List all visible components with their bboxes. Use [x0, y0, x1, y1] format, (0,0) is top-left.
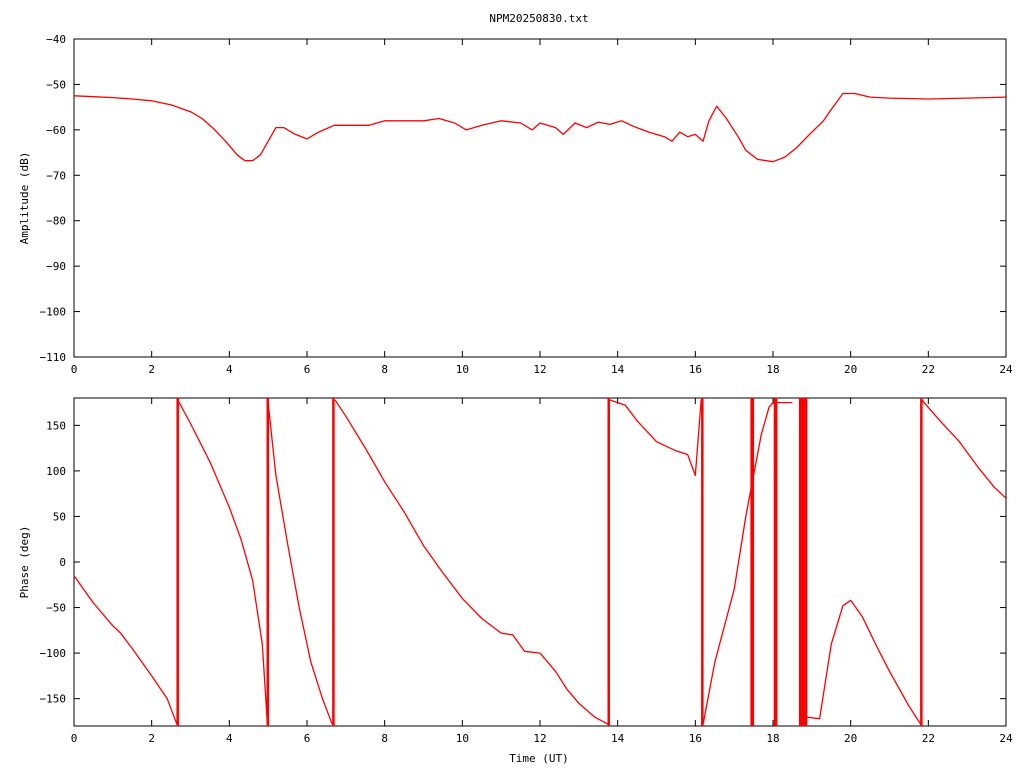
phase-x-tick-label: 12 [533, 732, 546, 745]
amplitude-y-tick-label: −50 [46, 78, 66, 91]
amplitude-x-tick-label: 0 [71, 363, 78, 376]
amplitude-panel: 0 2 4 6 8 10 12 14 16 18 20 22 24 −110−100−90−80−70−… [18, 33, 1013, 376]
phase-series-line [804, 599, 922, 725]
phase-series-line [267, 399, 333, 725]
phase-y-tick-label: 100 [46, 465, 66, 478]
chart-title: NPM20250830.txt [489, 12, 588, 25]
phase-series-line [334, 399, 609, 725]
amplitude-plot-frame [73, 38, 1007, 358]
amplitude-x-tick-label: 20 [844, 363, 857, 376]
phase-y-tick-label: −50 [46, 602, 66, 615]
phase-x-tick-label: 10 [456, 732, 469, 745]
amplitude-y-tick-label: −110 [40, 351, 67, 364]
amplitude-x-tick-label: 4 [226, 363, 233, 376]
phase-y-axis-title: Phase (deg) [18, 526, 31, 599]
amplitude-y-tick-label: −80 [46, 215, 66, 228]
phase-x-ticks: 0 2 4 6 8 10 12 14 16 18 20 22 24 [71, 398, 1013, 745]
amplitude-x-tick-label: 16 [689, 363, 702, 376]
amplitude-x-tick-label: 14 [611, 363, 625, 376]
phase-x-axis-title: Time (UT) [509, 752, 569, 765]
phase-x-tick-label: 20 [844, 732, 857, 745]
phase-y-tick-label: 50 [53, 510, 66, 523]
phase-series-line [702, 401, 793, 725]
phase-panel: 0 2 4 6 8 10 12 14 16 18 20 22 24 −150−100−500501001… [18, 397, 1013, 765]
amplitude-x-tick-label: 6 [304, 363, 311, 376]
phase-x-tick-label: 18 [766, 732, 779, 745]
phase-y-tick-label: −150 [40, 693, 67, 706]
phase-y-ticks: −150 −100 −50 0 50 100 150 [40, 419, 1006, 706]
amplitude-x-tick-label: 22 [922, 363, 935, 376]
phase-x-tick-label: 24 [999, 732, 1013, 745]
phase-series-line [921, 399, 1007, 499]
phase-x-tick-label: 16 [689, 732, 702, 745]
amplitude-y-tick-label: −40 [46, 33, 66, 46]
phase-x-tick-label: 2 [148, 732, 155, 745]
phase-x-tick-label: 0 [71, 732, 78, 745]
amplitude-series [73, 92, 1007, 163]
phase-x-tick-label: 6 [304, 732, 311, 745]
amplitude-x-tick-label: 10 [456, 363, 469, 376]
amplitude-y-ticks: −110 −100 −90 −80 −70 −60 −50 −40 [40, 33, 1006, 364]
phase-series-line [73, 575, 178, 725]
phase-y-tick-label: −100 [40, 647, 67, 660]
phase-plot-frame [73, 397, 1007, 727]
phase-x-tick-label: 14 [611, 732, 625, 745]
amplitude-x-tick-label: 18 [766, 363, 779, 376]
phase-x-tick-label: 4 [226, 732, 233, 745]
phase-y-tick-label: 0 [59, 556, 66, 569]
amplitude-y-tick-label: −90 [46, 260, 66, 273]
phase-y-tick-label: 150 [46, 419, 66, 432]
amplitude-x-tick-label: 12 [533, 363, 546, 376]
amplitude-y-axis-title: Amplitude (dB) [18, 152, 31, 245]
amplitude-x-tick-label: 8 [381, 363, 388, 376]
phase-series-line [608, 399, 702, 477]
amplitude-x-tick-label: 2 [148, 363, 155, 376]
amplitude-series-line [73, 92, 1007, 163]
amplitude-y-tick-label: −60 [46, 124, 66, 137]
phase-x-tick-label: 8 [381, 732, 388, 745]
amplitude-x-tick-label: 24 [999, 363, 1013, 376]
amplitude-y-tick-label: −100 [40, 306, 67, 319]
phase-series-line [177, 399, 269, 725]
phase-series [73, 398, 1007, 726]
amplitude-y-tick-label: −70 [46, 169, 66, 182]
amplitude-x-ticks: 0 2 4 6 8 10 12 14 16 18 20 22 24 [71, 39, 1013, 376]
phase-x-tick-label: 22 [922, 732, 935, 745]
